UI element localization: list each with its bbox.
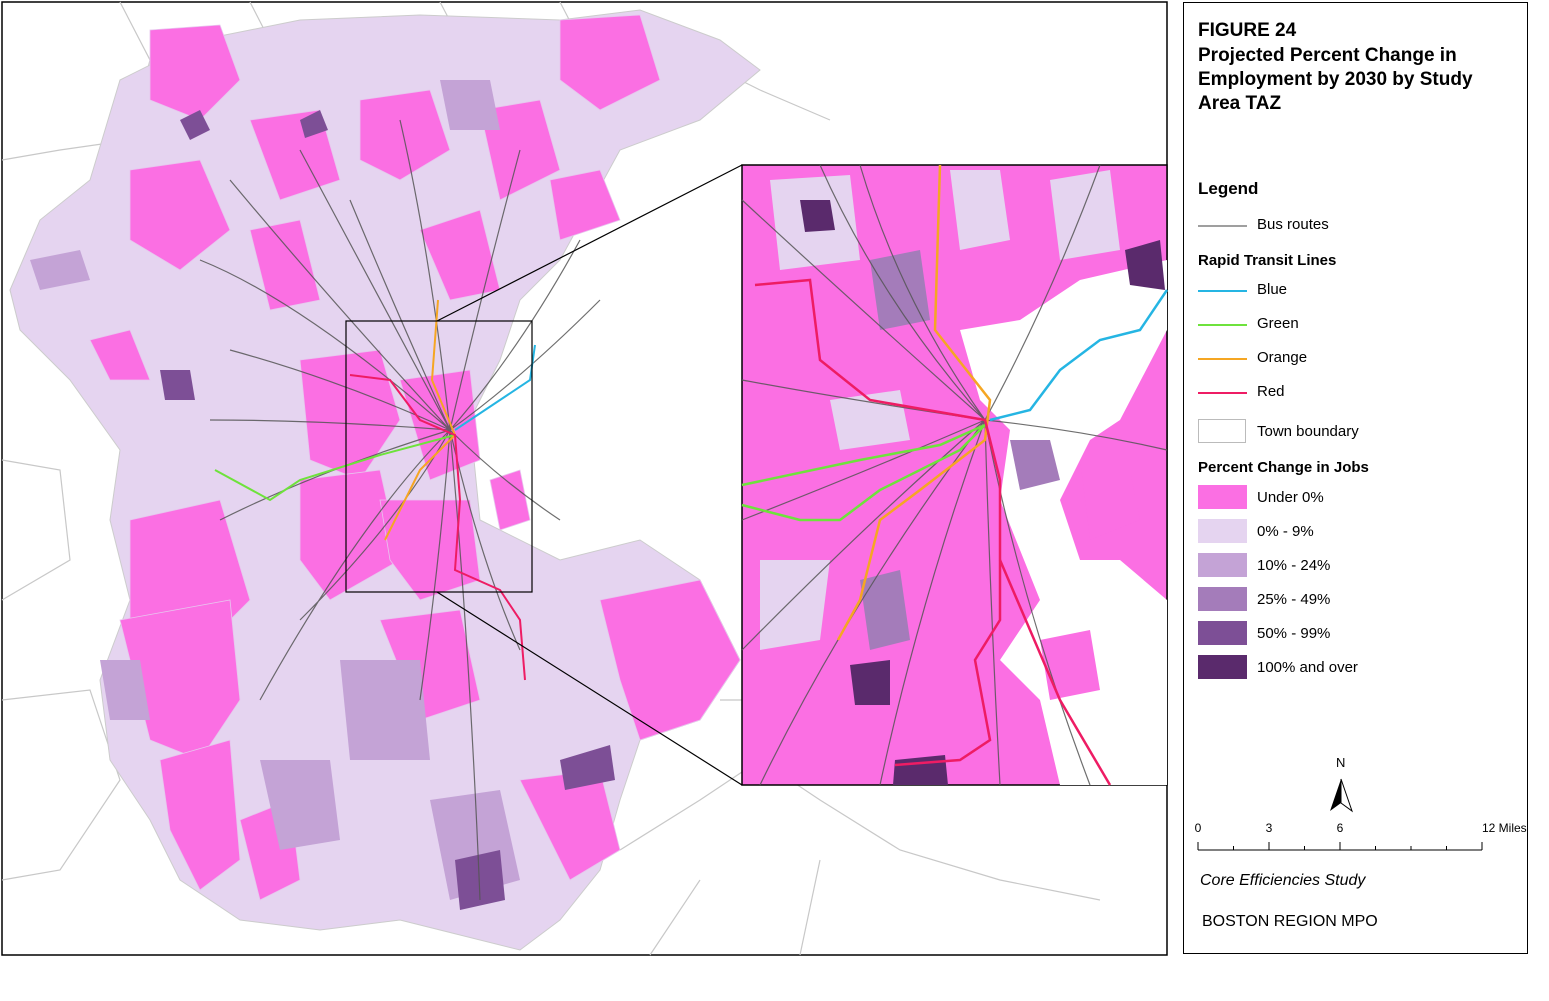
north-arrow <box>1330 778 1353 813</box>
percent-title: Percent Change in Jobs <box>1198 459 1369 476</box>
inset <box>741 164 1169 786</box>
class-swatch <box>1198 485 1247 509</box>
bus-route-swatch <box>1198 225 1247 227</box>
class-label: 25% - 49% <box>1257 591 1331 608</box>
line-swatch <box>1198 290 1247 292</box>
class-swatch <box>1198 519 1247 543</box>
class-swatch <box>1198 655 1247 679</box>
line-label: Orange <box>1257 349 1308 366</box>
scale-label: 3 <box>1265 821 1273 835</box>
line-label: Green <box>1257 315 1299 332</box>
figure-label: FIGURE 24 <box>1198 20 1297 41</box>
class-label: 10% - 24% <box>1257 557 1331 574</box>
org-name: BOSTON REGION MPO <box>1202 913 1378 930</box>
scale-label: 0 <box>1194 821 1202 835</box>
line-swatch <box>1198 358 1247 360</box>
scale-label: 6 <box>1336 821 1344 835</box>
bus-routes <box>199 119 601 901</box>
scale-bar <box>1197 842 1483 851</box>
class-label: 50% - 99% <box>1257 625 1331 642</box>
class-label: Under 0% <box>1257 489 1324 506</box>
class-label: 100% and over <box>1257 659 1358 676</box>
class-swatch <box>1198 553 1247 577</box>
map <box>1 1 1169 956</box>
inset-leaders <box>436 164 743 786</box>
legend-title: Legend <box>1198 179 1259 198</box>
rapid-transit-title: Rapid Transit Lines <box>1198 252 1337 269</box>
figure-title: Projected Percent Change in Employment b… <box>1198 45 1473 114</box>
bus-route-label: Bus routes <box>1257 216 1329 233</box>
inset-extent <box>345 320 533 593</box>
legend-panel: FIGURE 24 Projected Percent Change in Em… <box>1183 2 1528 954</box>
town-boundary-label: Town boundary <box>1257 423 1359 440</box>
class-swatch <box>1198 587 1247 611</box>
line-label: Red <box>1257 383 1285 400</box>
town-boundary-swatch <box>1198 419 1246 443</box>
line-swatch <box>1198 392 1247 394</box>
line-label: Blue <box>1257 281 1288 298</box>
study-name: Core Efficiencies Study <box>1200 872 1366 889</box>
high-zones <box>160 110 615 910</box>
class-swatch <box>1198 621 1247 645</box>
north-label: N <box>1336 755 1346 770</box>
scale-label: 12 Miles <box>1482 821 1527 835</box>
class-label: 0% - 9% <box>1257 523 1314 540</box>
line-swatch <box>1198 324 1247 326</box>
